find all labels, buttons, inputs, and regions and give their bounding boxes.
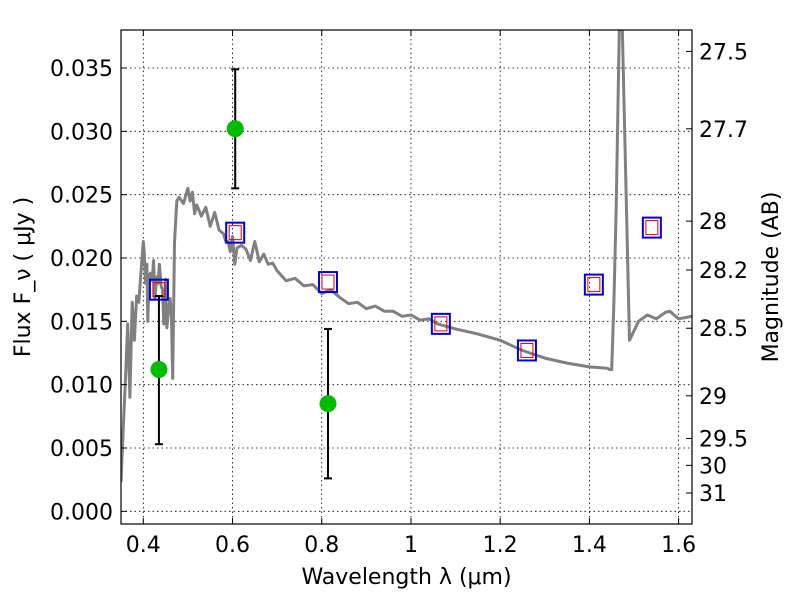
spectrum-line — [121, 30, 692, 483]
y-tick-label: 0.005 — [50, 437, 113, 462]
model-band-inner-marker — [645, 220, 659, 236]
model-band-outer-marker — [641, 216, 662, 239]
magnitude-tick-label: 29 — [699, 385, 727, 410]
y-tick-label: 0.000 — [50, 500, 113, 525]
x-tick-label: 1 — [404, 533, 418, 558]
y-tick-label: 0.035 — [50, 57, 113, 82]
model-band-inner-marker — [321, 274, 335, 290]
spectrum-series — [121, 30, 692, 483]
model-band-outer-marker — [583, 273, 604, 296]
model-band-outer-marker — [225, 221, 246, 244]
x-tick-label: 1.6 — [661, 533, 696, 558]
magnitude-tick-label: 27.5 — [699, 40, 748, 65]
model-band-markers — [148, 216, 662, 362]
y-axis-label: Flux F_ν ( μJy ) — [11, 197, 36, 357]
magnitude-tick-label: 28.5 — [699, 317, 748, 342]
x-axis-label: Wavelength λ (μm) — [301, 565, 511, 590]
observed-point — [226, 120, 244, 138]
grid-lines — [121, 30, 692, 524]
model-band-inner-marker — [587, 277, 601, 293]
x-axis-ticks: 0.4 0.6 0.8 1 1.2 1.4 1.6 — [126, 30, 696, 558]
magnitude-axis-label: Magnitude (AB) — [759, 192, 784, 363]
y-tick-label: 0.025 — [50, 184, 113, 209]
magnitude-tick-label: 27.7 — [699, 118, 748, 143]
plot-frame — [120, 29, 693, 525]
y-tick-label: 0.010 — [50, 374, 113, 399]
observed-point — [150, 360, 168, 378]
x-tick-label: 0.6 — [215, 533, 250, 558]
x-tick-label: 0.4 — [126, 533, 161, 558]
model-band-inner-marker — [228, 225, 242, 241]
observed-photometry — [150, 68, 337, 480]
x-tick-label: 0.8 — [304, 533, 339, 558]
magnitude-tick-label: 28.2 — [699, 259, 748, 284]
model-band-inner-marker — [434, 316, 448, 332]
y-axis-ticks: 0.000 0.005 0.010 0.015 0.020 0.025 0.030 0.035 — [50, 57, 127, 525]
x-tick-label: 1.2 — [483, 533, 518, 558]
magnitude-tick-label: 31 — [699, 482, 727, 507]
model-band-outer-marker — [516, 339, 537, 362]
y-tick-label: 0.030 — [50, 120, 113, 145]
model-band-outer-marker — [317, 271, 338, 294]
magnitude-tick-label: 29.5 — [699, 427, 748, 452]
y-tick-label: 0.015 — [50, 310, 113, 335]
magnitude-axis-ticks: 27.5 27.7 28 28.2 28.5 29 29.530 31 — [686, 40, 748, 507]
model-band-outer-marker — [430, 312, 451, 335]
magnitude-tick-label: 28 — [699, 210, 727, 235]
observed-point — [319, 395, 337, 413]
magnitude-tick-label: 30 — [699, 454, 727, 479]
y-tick-label: 0.020 — [50, 247, 113, 272]
model-band-inner-marker — [520, 342, 534, 358]
x-tick-label: 1.4 — [572, 533, 607, 558]
